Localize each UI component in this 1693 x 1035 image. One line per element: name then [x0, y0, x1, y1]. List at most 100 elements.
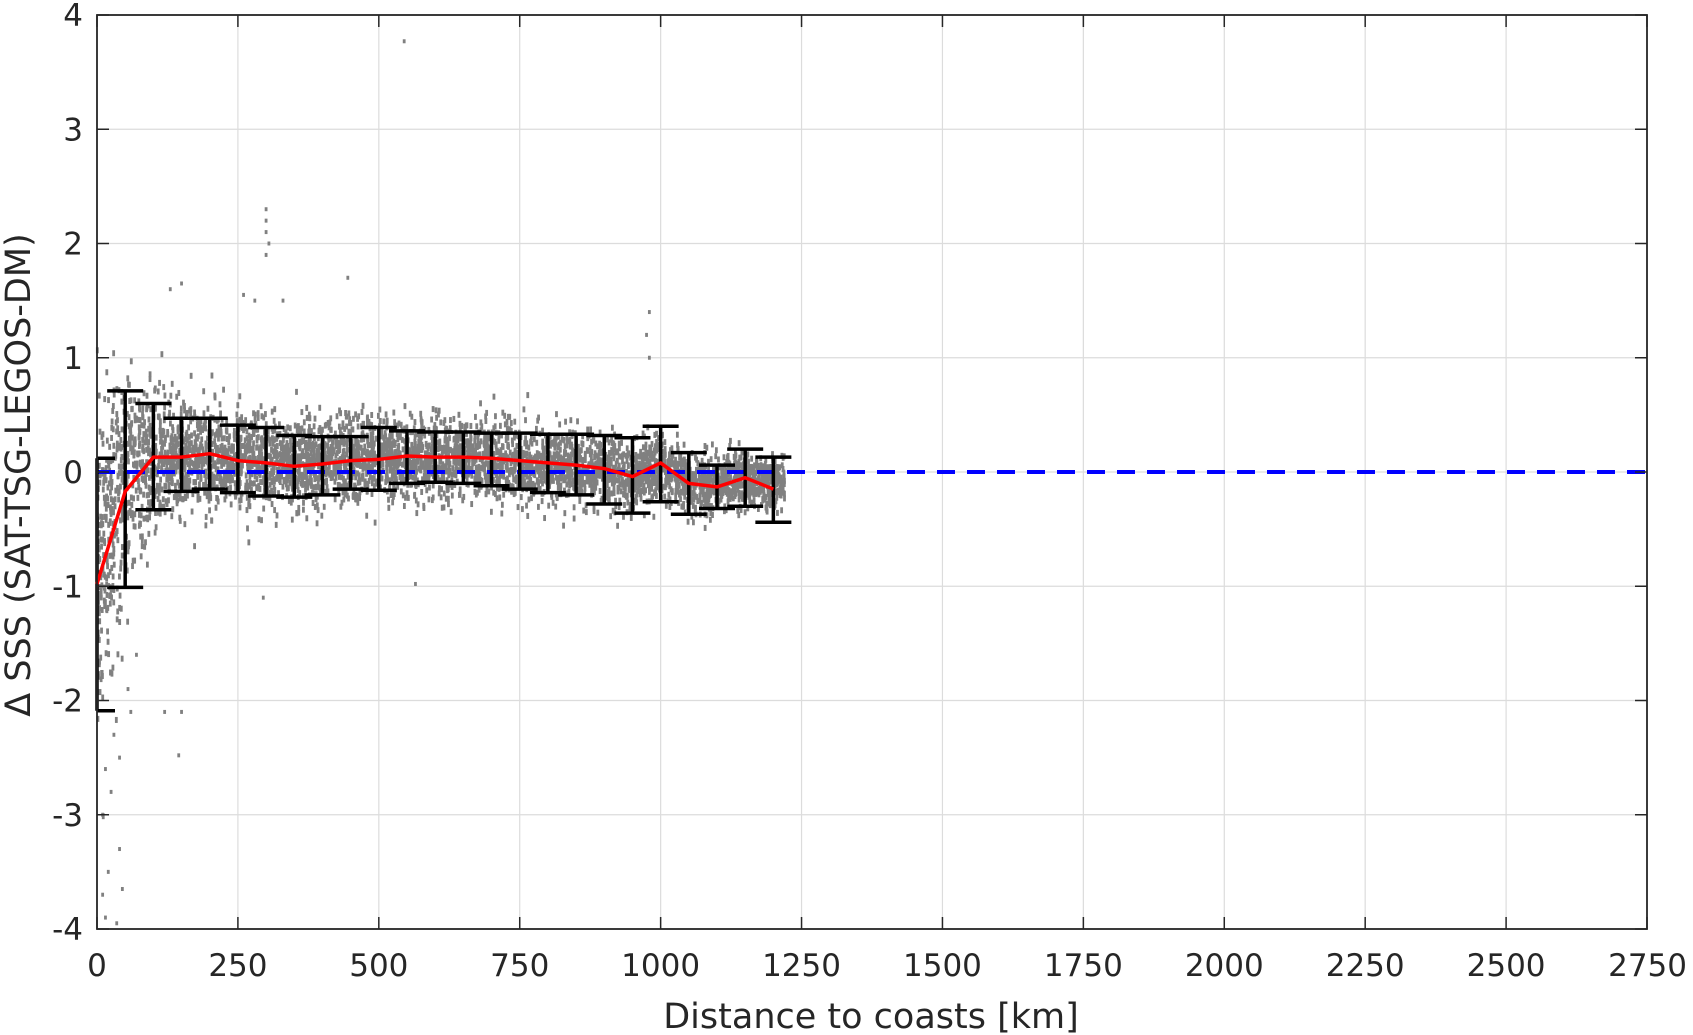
- scatter-point: [182, 451, 186, 458]
- scatter-point: [116, 484, 119, 491]
- scatter-point: [337, 489, 341, 496]
- scatter-point: [380, 428, 384, 435]
- scatter-point: [110, 670, 114, 677]
- scatter-point: [106, 495, 110, 502]
- scatter-point: [781, 478, 784, 485]
- scatter-point: [536, 417, 540, 424]
- scatter-point: [554, 503, 558, 510]
- scatter-point: [610, 424, 614, 431]
- scatter-point: [142, 390, 146, 397]
- scatter-point: [184, 442, 188, 449]
- scatter-point: [498, 494, 502, 501]
- scatter-point: [718, 464, 721, 471]
- scatter-point: [175, 492, 178, 499]
- scatter-point: [407, 459, 411, 466]
- scatter-point: [616, 488, 620, 495]
- scatter-point: [776, 509, 779, 516]
- scatter-point: [185, 449, 189, 456]
- scatter-point: [515, 474, 519, 481]
- scatter-point: [625, 457, 629, 464]
- scatter-point: [609, 460, 613, 467]
- scatter-point: [268, 481, 272, 488]
- scatter-point: [763, 478, 767, 485]
- scatter-point: [287, 497, 291, 504]
- scatter-point: [712, 465, 716, 472]
- scatter-point: [653, 472, 657, 479]
- scatter-point: [329, 457, 333, 464]
- scatter-point: [310, 482, 313, 489]
- scatter-point: [736, 507, 740, 514]
- scatter-point: [259, 403, 263, 410]
- scatter-point: [728, 493, 732, 500]
- scatter-point: [102, 530, 106, 537]
- scatter-point: [300, 452, 304, 459]
- scatter-point: [154, 466, 158, 473]
- scatter-point: [701, 477, 705, 484]
- scatter-point: [506, 427, 510, 434]
- scatter-point: [676, 460, 680, 467]
- scatter-point: [475, 423, 479, 430]
- scatter-point: [668, 451, 671, 458]
- scatter-point: [311, 489, 314, 496]
- scatter-point: [595, 479, 599, 486]
- scatter-point: [289, 445, 293, 452]
- scatter-point: [737, 440, 741, 447]
- scatter-point: [654, 487, 658, 494]
- scatter-point: [484, 472, 488, 479]
- scatter-point: [596, 461, 599, 468]
- scatter-point: [168, 409, 171, 416]
- scatter-point: [761, 476, 765, 483]
- scatter-point: [318, 404, 322, 411]
- scatter-point: [639, 495, 643, 502]
- scatter-point: [219, 410, 222, 417]
- scatter-point: [270, 501, 274, 508]
- scatter-point: [737, 489, 741, 496]
- scatter-point: [338, 427, 342, 434]
- scatter-point: [183, 448, 187, 455]
- scatter-point: [130, 406, 134, 413]
- scatter-point: [191, 444, 195, 451]
- scatter-point: [747, 458, 750, 465]
- scatter-point: [363, 449, 366, 456]
- scatter-point: [695, 466, 698, 473]
- scatter-point: [195, 466, 199, 473]
- scatter-point: [339, 431, 342, 438]
- scatter-point: [470, 501, 474, 508]
- scatter-point: [479, 438, 483, 445]
- scatter-point: [509, 420, 513, 427]
- scatter-point: [424, 473, 428, 480]
- scatter-point: [494, 491, 497, 498]
- scatter-point: [172, 494, 176, 501]
- scatter-point: [387, 460, 391, 467]
- scatter-point: [144, 539, 147, 546]
- scatter-point: [621, 465, 625, 472]
- scatter-point: [278, 478, 282, 485]
- scatter-point: [250, 433, 254, 440]
- scatter-point: [214, 504, 218, 511]
- scatter-point: [394, 469, 397, 476]
- scatter-point: [264, 411, 267, 418]
- scatter-point: [287, 465, 291, 472]
- scatter-point: [270, 446, 273, 453]
- scatter-point: [366, 480, 369, 487]
- scatter-point: [219, 426, 223, 433]
- scatter-point: [423, 432, 427, 439]
- scatter-point: [757, 462, 760, 469]
- scatter-point: [112, 550, 116, 557]
- scatter-point: [391, 458, 395, 465]
- scatter-point: [189, 440, 192, 447]
- scatter-point: [160, 451, 164, 458]
- scatter-point: [380, 475, 384, 482]
- scatter-point: [740, 449, 744, 456]
- scatter-point: [137, 450, 141, 457]
- scatter-point: [739, 506, 743, 513]
- scatter-point: [115, 428, 119, 435]
- scatter-point: [302, 428, 306, 435]
- scatter-point: [590, 455, 593, 462]
- scatter-point: [393, 449, 397, 456]
- scatter-point: [167, 497, 170, 504]
- scatter-point: [97, 392, 101, 399]
- scatter-point: [589, 459, 593, 466]
- scatter-point: [100, 606, 104, 613]
- scatter-point: [338, 447, 342, 454]
